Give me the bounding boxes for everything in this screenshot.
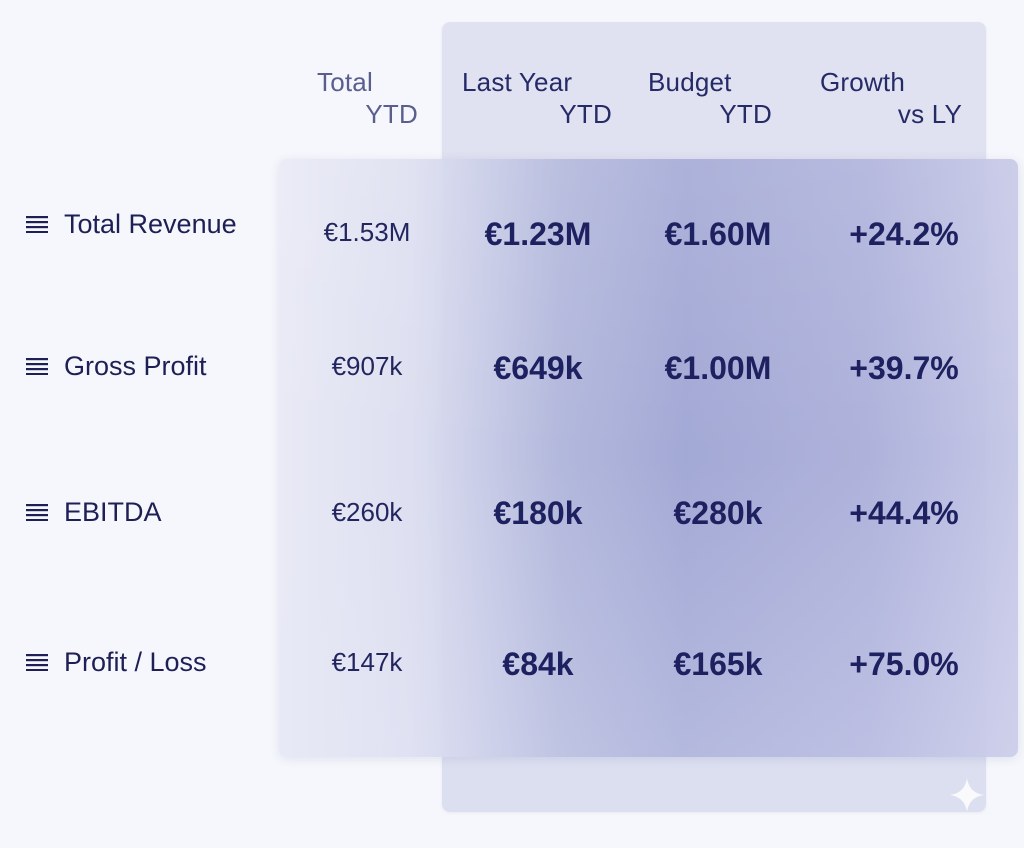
column-header-line: Total	[317, 67, 373, 97]
cell-budget-ytd: €165k	[673, 646, 763, 682]
column-header-total-ytd: Total YTD	[300, 66, 418, 130]
column-header-line: YTD	[719, 99, 772, 129]
row-label-text: Total Revenue	[64, 208, 237, 239]
menu-lines-icon[interactable]	[26, 653, 48, 671]
values-panel-overlay	[279, 159, 1018, 757]
column-header-growth-vs-ly: Growth vs LY	[820, 66, 962, 130]
column-header-line: Last Year	[462, 67, 573, 97]
menu-lines-icon[interactable]	[26, 215, 48, 233]
cell-total-ytd: €907k	[331, 351, 403, 381]
cell-last-year-ytd: €84k	[502, 646, 574, 682]
cell-last-year-ytd: €649k	[493, 350, 583, 386]
column-header-line: vs LY	[897, 99, 962, 129]
row-label-text: Gross Profit	[64, 350, 207, 381]
values-panel	[279, 159, 1018, 757]
cell-growth-vs-ly: +44.4%	[849, 495, 959, 531]
menu-lines-icon[interactable]	[26, 357, 48, 375]
row-label-text: EBITDA	[64, 496, 162, 527]
cell-growth-vs-ly: +75.0%	[849, 646, 959, 682]
cell-budget-ytd: €1.60M	[664, 216, 772, 252]
cell-last-year-ytd: €180k	[493, 495, 583, 531]
cell-growth-vs-ly: +39.7%	[849, 350, 959, 386]
row-label-gross-profit[interactable]: Gross Profit	[26, 348, 207, 384]
sparkle-icon	[950, 778, 984, 812]
cell-total-ytd: €1.53M	[323, 217, 411, 247]
column-header-last-year-ytd: Last Year YTD	[462, 66, 612, 130]
column-header-line: YTD	[365, 99, 418, 129]
cell-total-ytd: €147k	[331, 647, 403, 677]
cell-growth-vs-ly: +24.2%	[849, 216, 959, 252]
column-header-line: Growth	[820, 67, 906, 97]
cell-total-ytd: €260k	[331, 497, 403, 527]
column-header-budget-ytd: Budget YTD	[648, 66, 772, 130]
row-label-total-revenue[interactable]: Total Revenue	[26, 206, 237, 242]
row-label-text: Profit / Loss	[64, 646, 207, 677]
cell-last-year-ytd: €1.23M	[484, 216, 592, 252]
row-label-ebitda[interactable]: EBITDA	[26, 494, 162, 530]
cell-budget-ytd: €1.00M	[664, 350, 772, 386]
cell-budget-ytd: €280k	[673, 495, 763, 531]
column-header-line: Budget	[648, 67, 732, 97]
menu-lines-icon[interactable]	[26, 503, 48, 521]
row-label-profit-loss[interactable]: Profit / Loss	[26, 644, 207, 680]
column-header-line: YTD	[559, 99, 612, 129]
